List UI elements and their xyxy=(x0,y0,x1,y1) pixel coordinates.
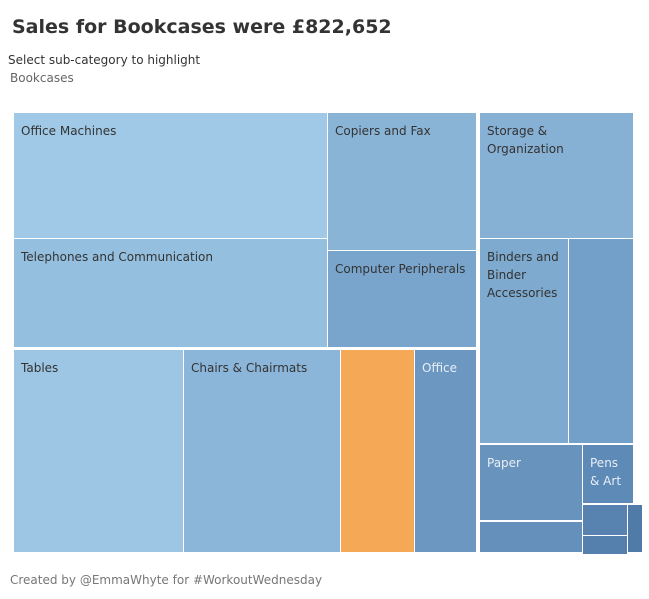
treemap-tile[interactable] xyxy=(583,536,627,554)
tile-label: Paper xyxy=(487,456,521,470)
tile-label: Copiers and Fax xyxy=(335,124,431,138)
treemap-tile[interactable]: Telephones and Communication xyxy=(14,239,327,347)
treemap-tile[interactable]: Paper xyxy=(480,445,582,520)
treemap-tile[interactable] xyxy=(569,239,633,443)
treemap-tile[interactable]: Office xyxy=(415,350,476,552)
footer-credit: Created by @EmmaWhyte for #WorkoutWednes… xyxy=(10,573,323,587)
treemap-tile[interactable] xyxy=(480,522,582,552)
tile-label: Storage & Organization xyxy=(487,124,564,156)
tile-label: Chairs & Chairmats xyxy=(191,361,308,375)
treemap-tile[interactable]: Copiers and Fax xyxy=(328,113,476,250)
tile-label: Telephones and Communication xyxy=(21,250,213,264)
treemap-tile[interactable]: Office Machines xyxy=(14,113,327,238)
tile-label: Computer Peripherals xyxy=(335,262,466,276)
tile-label: Office Machines xyxy=(21,124,117,138)
tile-label: Tables xyxy=(21,361,59,375)
treemap-tile[interactable]: Storage & Organization xyxy=(480,113,633,238)
filter-value[interactable]: Bookcases xyxy=(10,71,74,85)
treemap-tile[interactable] xyxy=(341,350,414,552)
treemap-tile[interactable]: Computer Peripherals xyxy=(328,251,476,347)
treemap-tile[interactable]: Binders and Binder Accessories xyxy=(480,239,568,443)
tile-label: Binders and Binder Accessories xyxy=(487,250,559,300)
treemap-tile[interactable]: Pens & Art xyxy=(583,445,633,503)
page-title: Sales for Bookcases were £822,652 xyxy=(12,16,392,38)
treemap-tile[interactable] xyxy=(628,505,642,552)
tile-label: Office xyxy=(422,361,458,375)
treemap-tile[interactable]: Tables xyxy=(14,350,183,552)
treemap-tile[interactable]: Chairs & Chairmats xyxy=(184,350,340,552)
filter-label: Select sub-category to highlight xyxy=(8,53,201,67)
tile-label: Pens & Art xyxy=(590,456,622,488)
treemap-tile[interactable] xyxy=(583,505,627,535)
